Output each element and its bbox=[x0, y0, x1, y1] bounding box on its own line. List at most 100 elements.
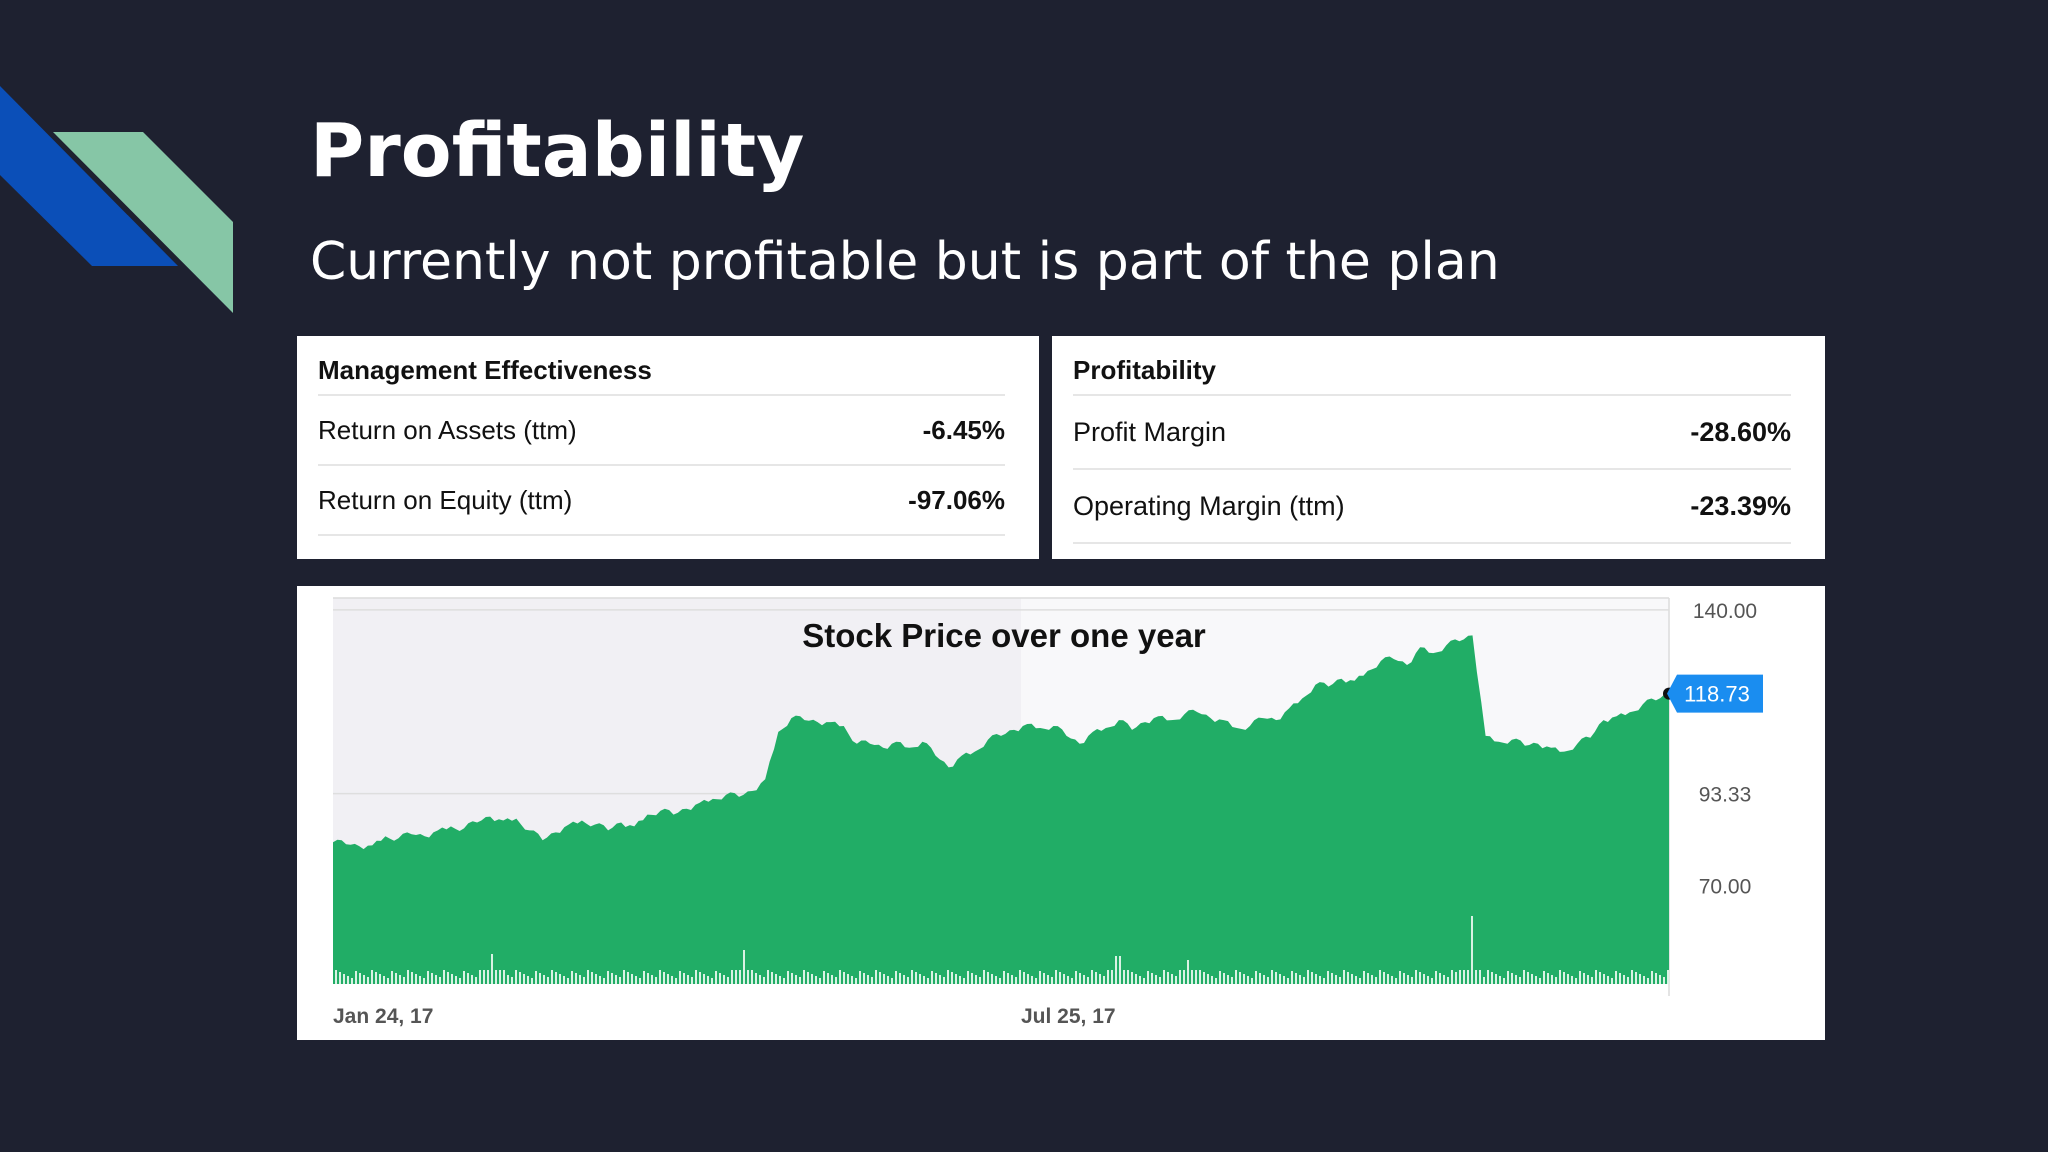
volume-bar bbox=[615, 975, 617, 984]
volume-bar bbox=[939, 975, 941, 984]
volume-bar bbox=[1459, 970, 1461, 984]
table-row: Return on Assets (ttm) -6.45% bbox=[318, 396, 1005, 466]
row-label: Return on Assets (ttm) bbox=[318, 414, 577, 445]
volume-bar bbox=[595, 974, 597, 984]
volume-bar bbox=[879, 972, 881, 984]
volume-bar bbox=[1655, 973, 1657, 984]
volume-bar bbox=[895, 971, 897, 984]
volume-bar bbox=[1107, 970, 1109, 984]
volume-bar bbox=[535, 971, 537, 984]
volume-bar bbox=[431, 973, 433, 984]
volume-bar bbox=[1607, 976, 1609, 984]
volume-bar bbox=[1019, 970, 1021, 984]
volume-bar bbox=[1419, 972, 1421, 984]
volume-bar bbox=[651, 975, 653, 984]
volume-bar bbox=[1035, 978, 1037, 984]
volume-bar bbox=[1479, 970, 1481, 984]
volume-bar bbox=[515, 970, 517, 984]
volume-bar bbox=[1235, 970, 1237, 984]
volume-bar bbox=[1507, 971, 1509, 984]
volume-bar bbox=[1043, 973, 1045, 984]
volume-bar bbox=[707, 976, 709, 984]
volume-bar bbox=[899, 973, 901, 984]
volume-bar bbox=[1551, 975, 1553, 984]
volume-bar bbox=[1299, 975, 1301, 984]
volume-bars bbox=[335, 916, 1669, 984]
volume-bar bbox=[875, 970, 877, 984]
volume-bar bbox=[911, 970, 913, 984]
volume-bar bbox=[1563, 972, 1565, 984]
volume-bar bbox=[1307, 970, 1309, 984]
y-tick-label: 140.00 bbox=[1693, 600, 1757, 623]
volume-bar bbox=[667, 974, 669, 984]
volume-bar bbox=[555, 972, 557, 984]
volume-bar bbox=[923, 976, 925, 984]
volume-bar bbox=[1471, 916, 1473, 984]
volume-bar bbox=[407, 970, 409, 984]
volume-bar bbox=[1667, 970, 1669, 984]
volume-bar bbox=[455, 976, 457, 984]
volume-bar bbox=[475, 977, 477, 984]
volume-bar bbox=[587, 970, 589, 984]
volume-bar bbox=[1215, 978, 1217, 984]
volume-bar bbox=[987, 972, 989, 984]
volume-bar bbox=[1411, 977, 1413, 984]
profitability-table: Profitability Profit Margin -28.60% Oper… bbox=[1052, 336, 1825, 559]
volume-bar bbox=[659, 970, 661, 984]
volume-bar bbox=[711, 978, 713, 984]
volume-bar bbox=[1511, 973, 1513, 984]
volume-bar bbox=[1143, 978, 1145, 984]
volume-bar bbox=[415, 974, 417, 984]
volume-bar bbox=[579, 975, 581, 984]
volume-bar bbox=[731, 970, 733, 984]
volume-bar bbox=[363, 975, 365, 984]
volume-bar bbox=[1239, 972, 1241, 984]
volume-bar bbox=[795, 975, 797, 984]
volume-bar bbox=[611, 973, 613, 984]
volume-bar bbox=[1615, 971, 1617, 984]
volume-bar bbox=[1039, 971, 1041, 984]
volume-bar bbox=[887, 976, 889, 984]
volume-bar bbox=[1291, 971, 1293, 984]
volume-bar bbox=[387, 978, 389, 984]
current-price-badge bbox=[1667, 674, 1763, 713]
volume-bar bbox=[967, 971, 969, 984]
volume-bar bbox=[787, 971, 789, 984]
volume-bar bbox=[1195, 970, 1197, 984]
volume-bar bbox=[1251, 978, 1253, 984]
volume-bar bbox=[947, 970, 949, 984]
volume-bar bbox=[403, 977, 405, 984]
volume-bar bbox=[1111, 970, 1113, 984]
x-tick-label: Jul 25, 17 bbox=[1021, 1005, 1116, 1028]
volume-bar bbox=[863, 973, 865, 984]
volume-bar bbox=[855, 978, 857, 984]
volume-bar bbox=[999, 978, 1001, 984]
volume-bar bbox=[599, 976, 601, 984]
row-value: -23.39% bbox=[1690, 490, 1791, 521]
volume-bar bbox=[631, 974, 633, 984]
volume-bar bbox=[1047, 975, 1049, 984]
volume-bar bbox=[471, 975, 473, 984]
volume-bar bbox=[715, 971, 717, 984]
volume-bar bbox=[1131, 972, 1133, 984]
volume-bar bbox=[1123, 970, 1125, 984]
volume-bar bbox=[663, 972, 665, 984]
volume-bar bbox=[755, 973, 757, 984]
volume-bar bbox=[1523, 970, 1525, 984]
volume-bar bbox=[607, 971, 609, 984]
volume-bar bbox=[675, 978, 677, 984]
volume-bar bbox=[1611, 978, 1613, 984]
volume-bar bbox=[655, 977, 657, 984]
volume-bar bbox=[1347, 972, 1349, 984]
volume-bar bbox=[1387, 974, 1389, 984]
volume-bar bbox=[1547, 973, 1549, 984]
volume-bar bbox=[451, 974, 453, 984]
volume-bar bbox=[1099, 974, 1101, 984]
volume-bar bbox=[1155, 975, 1157, 984]
volume-bar bbox=[1515, 975, 1517, 984]
volume-bar bbox=[1443, 975, 1445, 984]
volume-bar bbox=[1059, 972, 1061, 984]
volume-bar bbox=[799, 977, 801, 984]
volume-bar bbox=[1295, 973, 1297, 984]
volume-bar bbox=[1135, 974, 1137, 984]
